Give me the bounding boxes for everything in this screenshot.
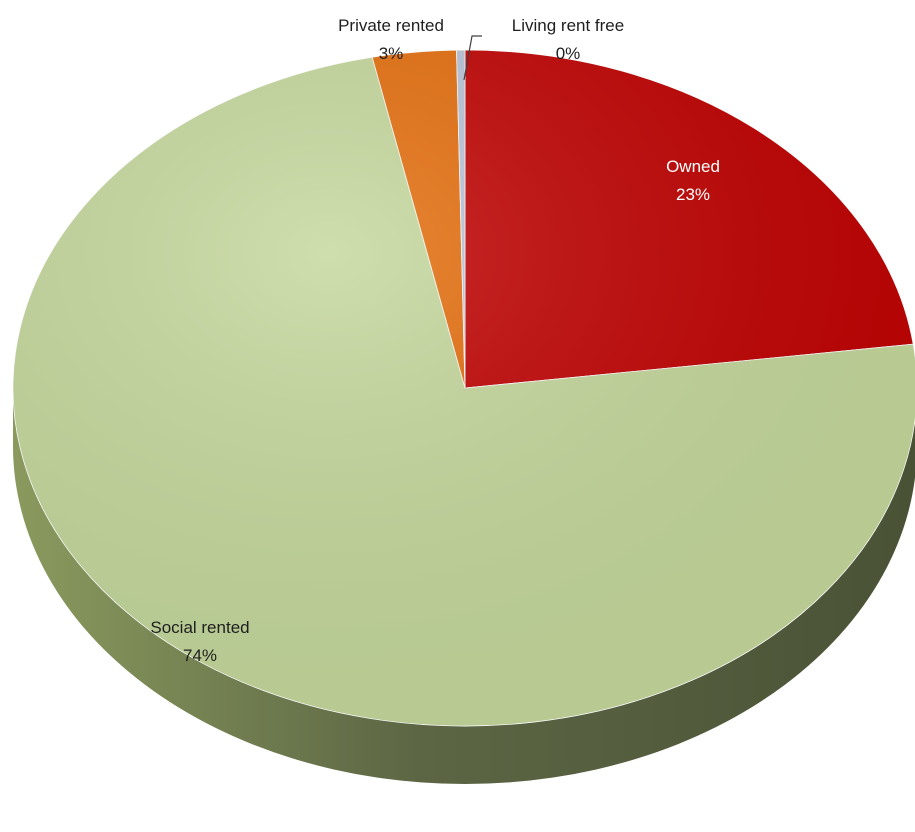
slice-label-private-rented: Private rented [338,16,444,35]
slice-value-private-rented: 3% [379,44,404,63]
slice-label-social-rented: Social rented [150,618,249,637]
leader-line-living-rent-free [463,35,482,81]
slice-value-social-rented: 74% [183,646,217,665]
slice-value-owned: 23% [676,185,710,204]
pie-slice-owned [464,49,914,389]
slice-label-owned: Owned [666,157,720,176]
slice-value-living-rent-free: 0% [556,44,581,63]
pie-slices [12,49,915,727]
slice-label-living-rent-free: Living rent free [512,16,624,35]
leader-lines [463,35,482,81]
data-labels: Owned 23% Social rented 74% Private rented 3%… [150,16,720,665]
